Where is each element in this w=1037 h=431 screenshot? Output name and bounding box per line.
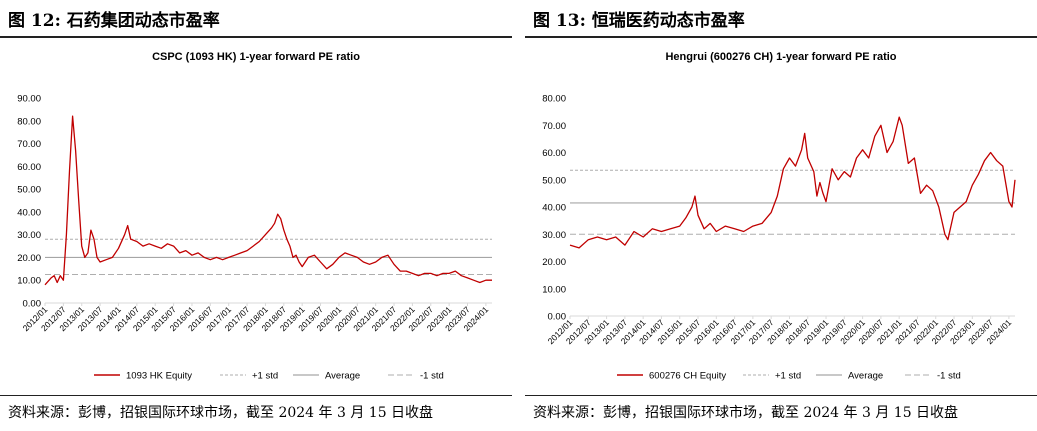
y-tick-label: 20.00 <box>542 257 566 268</box>
y-tick-label: 30.00 <box>17 230 41 241</box>
y-tick-label: 40.00 <box>17 207 41 218</box>
figure-title: 图 12: 石药集团动态市盈率 <box>8 11 220 31</box>
legend-series-label: 1093 HK Equity <box>126 371 192 382</box>
y-tick-label: 70.00 <box>17 139 41 150</box>
y-tick-label: 40.00 <box>542 203 566 214</box>
figure-panel-cspc: 图 12: 石药集团动态市盈率 CSPC (1093 HK) 1-year fo… <box>0 0 512 431</box>
title-divider <box>525 36 1037 38</box>
series-line <box>44 115 492 286</box>
y-tick-label: 50.00 <box>542 175 566 186</box>
y-tick-label: 20.00 <box>17 253 41 264</box>
title-divider <box>0 36 512 38</box>
y-tick-label: 60.00 <box>542 148 566 159</box>
legend-average-label: Average <box>325 371 360 382</box>
source-divider <box>0 395 512 396</box>
y-tick-label: 80.00 <box>17 116 41 127</box>
legend-series-label: 600276 CH Equity <box>649 371 726 382</box>
source-divider <box>525 395 1037 396</box>
chart-title: CSPC (1093 HK) 1-year forward PE ratio <box>152 51 360 63</box>
chart-cspc-pe: CSPC (1093 HK) 1-year forward PE ratio 0.… <box>17 51 492 382</box>
y-tick-label: 70.00 <box>542 121 566 132</box>
figure-title: 图 13: 恒瑞医药动态市盈率 <box>533 11 745 31</box>
y-tick-label: 0.00 <box>23 299 42 310</box>
source-note: 资料来源：彭博，招银国际环球市场，截至 2024 年 3 月 15 日收盘 <box>533 405 959 421</box>
y-tick-label: 0.00 <box>548 312 567 323</box>
y-tick-label: 60.00 <box>17 162 41 173</box>
y-tick-label: 80.00 <box>542 94 566 105</box>
y-tick-label: 90.00 <box>17 94 41 105</box>
y-tick-label: 30.00 <box>542 230 566 241</box>
figure-panel-hengrui: 图 13: 恒瑞医药动态市盈率 Hengrui (600276 CH) 1-ye… <box>525 0 1037 431</box>
y-tick-label: 50.00 <box>17 185 41 196</box>
y-tick-label: 10.00 <box>542 284 566 295</box>
legend-average-label: Average <box>848 371 883 382</box>
legend-minus-1-std-label: -1 std <box>937 371 961 382</box>
chart-hengrui-pe: Hengrui (600276 CH) 1-year forward PE ra… <box>542 51 1016 382</box>
legend-plus-1-std-label: +1 std <box>252 371 278 382</box>
y-tick-label: 10.00 <box>17 276 41 287</box>
series-line <box>569 116 1016 249</box>
chart-title: Hengrui (600276 CH) 1-year forward PE ra… <box>665 51 896 63</box>
legend-plus-1-std-label: +1 std <box>775 371 801 382</box>
legend-minus-1-std-label: -1 std <box>420 371 444 382</box>
source-note: 资料来源：彭博，招银国际环球市场，截至 2024 年 3 月 15 日收盘 <box>8 405 434 421</box>
